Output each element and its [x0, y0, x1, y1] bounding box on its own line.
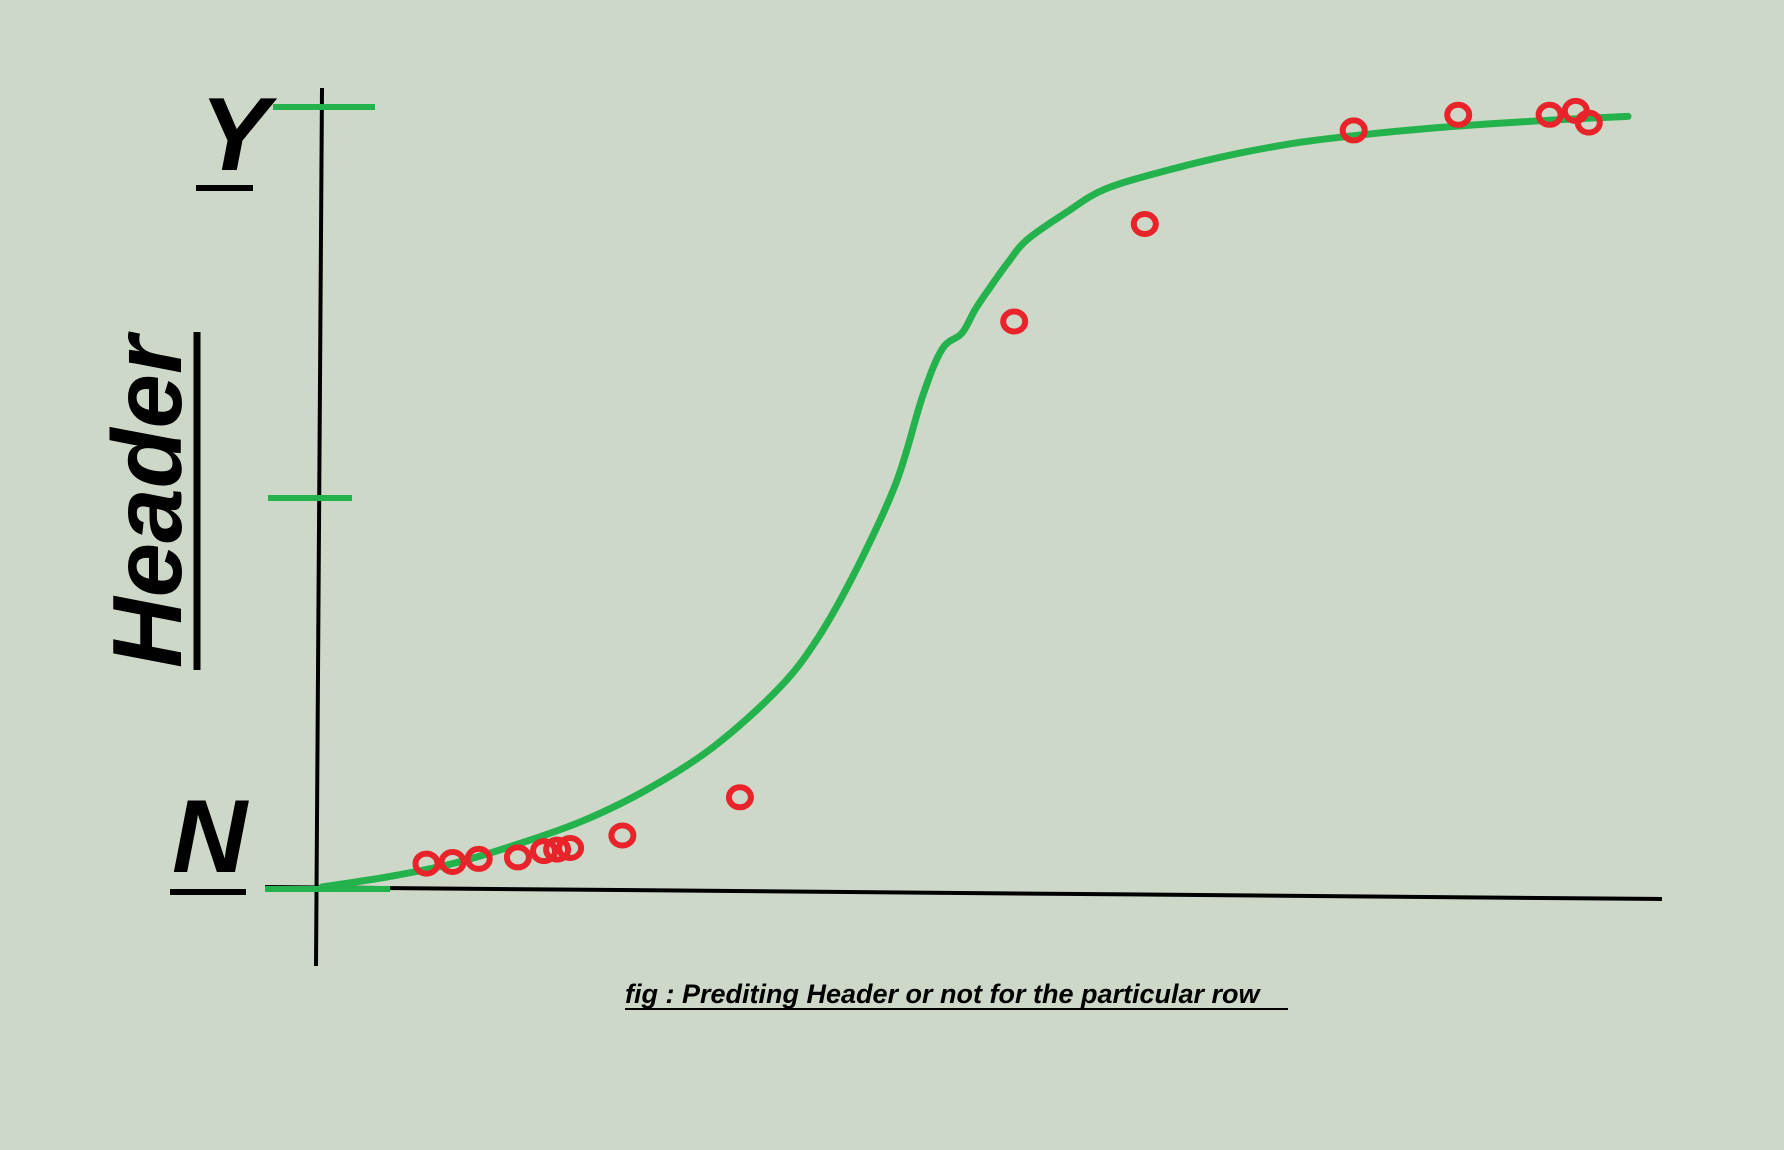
data-point [530, 838, 558, 865]
data-point [1574, 109, 1603, 136]
y-axis-line [314, 87, 324, 967]
data-point [556, 835, 585, 861]
data-point [503, 844, 532, 871]
data-point [608, 822, 637, 849]
data-point [1444, 101, 1473, 128]
y-axis-label: Header [92, 331, 202, 668]
data-point [543, 836, 572, 863]
series-points-layer [412, 97, 1603, 877]
sigmoid-curve [318, 112, 1632, 891]
y-tick-label-bottom: N [172, 779, 249, 895]
data-point [1130, 211, 1159, 237]
data-point [1000, 308, 1029, 335]
data-point [725, 784, 754, 811]
figure-caption: fig : Prediting Header or not for the pa… [625, 979, 1262, 1009]
data-point [1535, 101, 1564, 128]
series-curve-layer [318, 112, 1632, 891]
data-point [1339, 117, 1368, 144]
data-point [412, 850, 441, 877]
data-point [438, 849, 467, 875]
x-axis-line [264, 885, 1663, 901]
y-tick-label-top: Y [200, 77, 278, 193]
data-point [464, 845, 493, 872]
